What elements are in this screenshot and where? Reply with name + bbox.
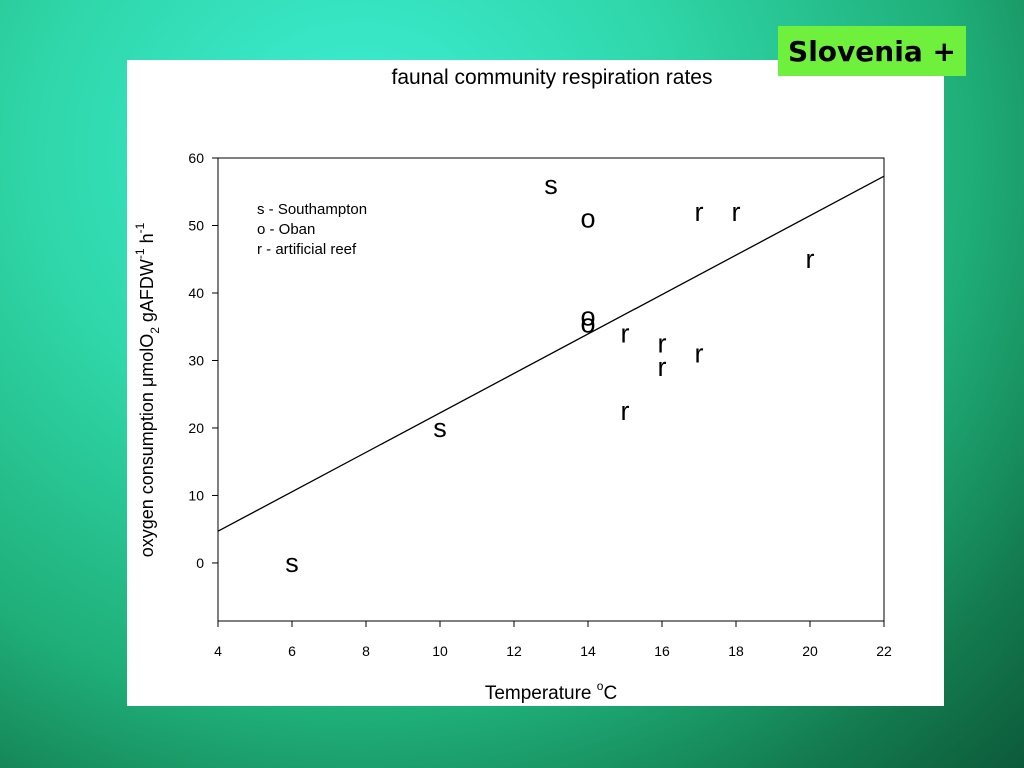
x-tick-label: 22 (876, 643, 892, 659)
y-label-part: -1 (133, 222, 147, 233)
x-label-part: C (603, 683, 617, 704)
x-tick-label: 10 (432, 643, 448, 659)
point: r (658, 329, 667, 359)
legend-entry: s - Southampton (257, 201, 367, 218)
plot-frame (217, 157, 885, 622)
point: s (285, 548, 299, 578)
y-tick-label: 40 (188, 285, 204, 301)
badge: Slovenia + (778, 26, 966, 76)
x-tick-label: 8 (362, 643, 370, 659)
point: o (580, 302, 595, 332)
trendline (217, 175, 885, 532)
y-label-part: oxygen consumption μmolO (137, 334, 157, 557)
y-tick-label: 50 (188, 217, 204, 233)
chart-title: faunal community respiration rates (392, 66, 713, 89)
point: s (433, 413, 447, 443)
chart-panel (127, 60, 944, 706)
y-tick-label: 0 (196, 555, 204, 571)
point: r (732, 197, 741, 227)
y-tick-label: 30 (188, 352, 204, 368)
point: o (580, 308, 595, 338)
x-tick-label: 12 (506, 643, 522, 659)
y-label-part: gAFDW (137, 259, 157, 327)
y-label-part: -1 (133, 248, 147, 259)
point: r (621, 318, 630, 348)
x-tick-label: 16 (654, 643, 670, 659)
y-tick-label: 60 (188, 150, 204, 166)
x-axis-label: Temperature oC (485, 679, 617, 704)
x-tick-label: 4 (214, 643, 222, 659)
point: r (806, 244, 815, 274)
x-tick-label: 18 (728, 643, 744, 659)
x-label-part: Temperature (485, 683, 597, 704)
y-label-part: h (137, 233, 157, 248)
legend-entry: r - artificial reef (257, 241, 357, 258)
point: r (695, 197, 704, 227)
point: s (544, 170, 558, 200)
x-label-part: o (597, 679, 604, 693)
y-label-part: 2 (148, 327, 162, 334)
point: r (658, 352, 667, 382)
x-tick-label: 6 (288, 643, 296, 659)
y-axis-label: oxygen consumption μmolO2 gAFDW-1 h-1 (133, 222, 162, 557)
point: o (580, 204, 595, 234)
point: r (695, 339, 704, 369)
point: r (621, 396, 630, 426)
x-tick-label: 14 (580, 643, 596, 659)
x-tick-label: 20 (802, 643, 818, 659)
legend-entry: o - Oban (257, 221, 315, 238)
y-tick-label: 10 (188, 487, 204, 503)
y-tick-label: 20 (188, 420, 204, 436)
